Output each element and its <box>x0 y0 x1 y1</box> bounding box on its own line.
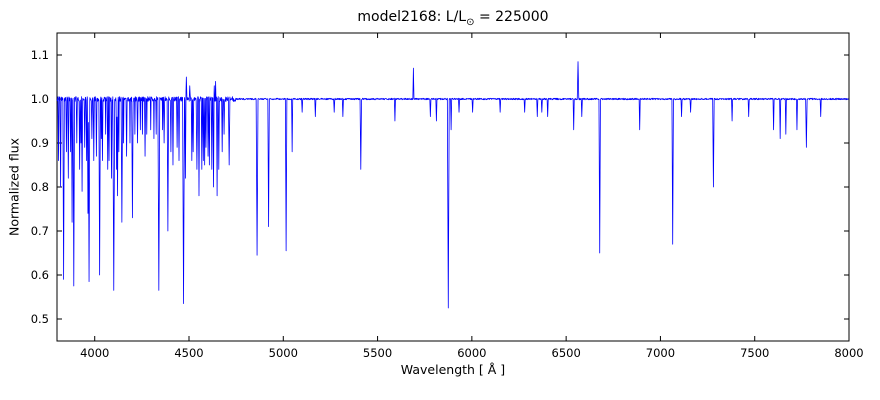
x-tick-label: 8000 <box>834 346 863 360</box>
y-tick-label: 0.9 <box>31 136 49 150</box>
x-tick-label: 6000 <box>457 346 486 360</box>
x-tick-label: 4500 <box>174 346 203 360</box>
chart-title: model2168: L/L⊙ = 225000 <box>57 9 849 28</box>
y-axis-label: Normalized flux <box>6 137 22 237</box>
chart-title-suffix: = 225000 <box>474 9 549 25</box>
x-tick-label: 7000 <box>646 346 675 360</box>
y-tick-label: 0.5 <box>31 312 49 326</box>
chart-title-prefix: model2168: L/L <box>357 9 467 25</box>
x-axis-label: Wavelength [ Å ] <box>400 362 506 377</box>
spectrum-line <box>56 61 849 309</box>
sun-symbol: ⊙ <box>466 16 475 28</box>
axes-frame <box>56 32 850 342</box>
x-tick-label: 5000 <box>269 346 298 360</box>
x-tick-label: 7500 <box>740 346 769 360</box>
y-tick-label: 0.7 <box>31 224 49 238</box>
x-tick-label: 4000 <box>80 346 109 360</box>
y-tick-label: 0.8 <box>31 180 49 194</box>
y-tick-label: 0.6 <box>31 268 49 282</box>
y-tick-label: 1.0 <box>31 92 49 106</box>
x-tick-label: 5500 <box>363 346 392 360</box>
y-tick-label: 1.1 <box>31 48 49 62</box>
x-tick-label: 6500 <box>552 346 581 360</box>
